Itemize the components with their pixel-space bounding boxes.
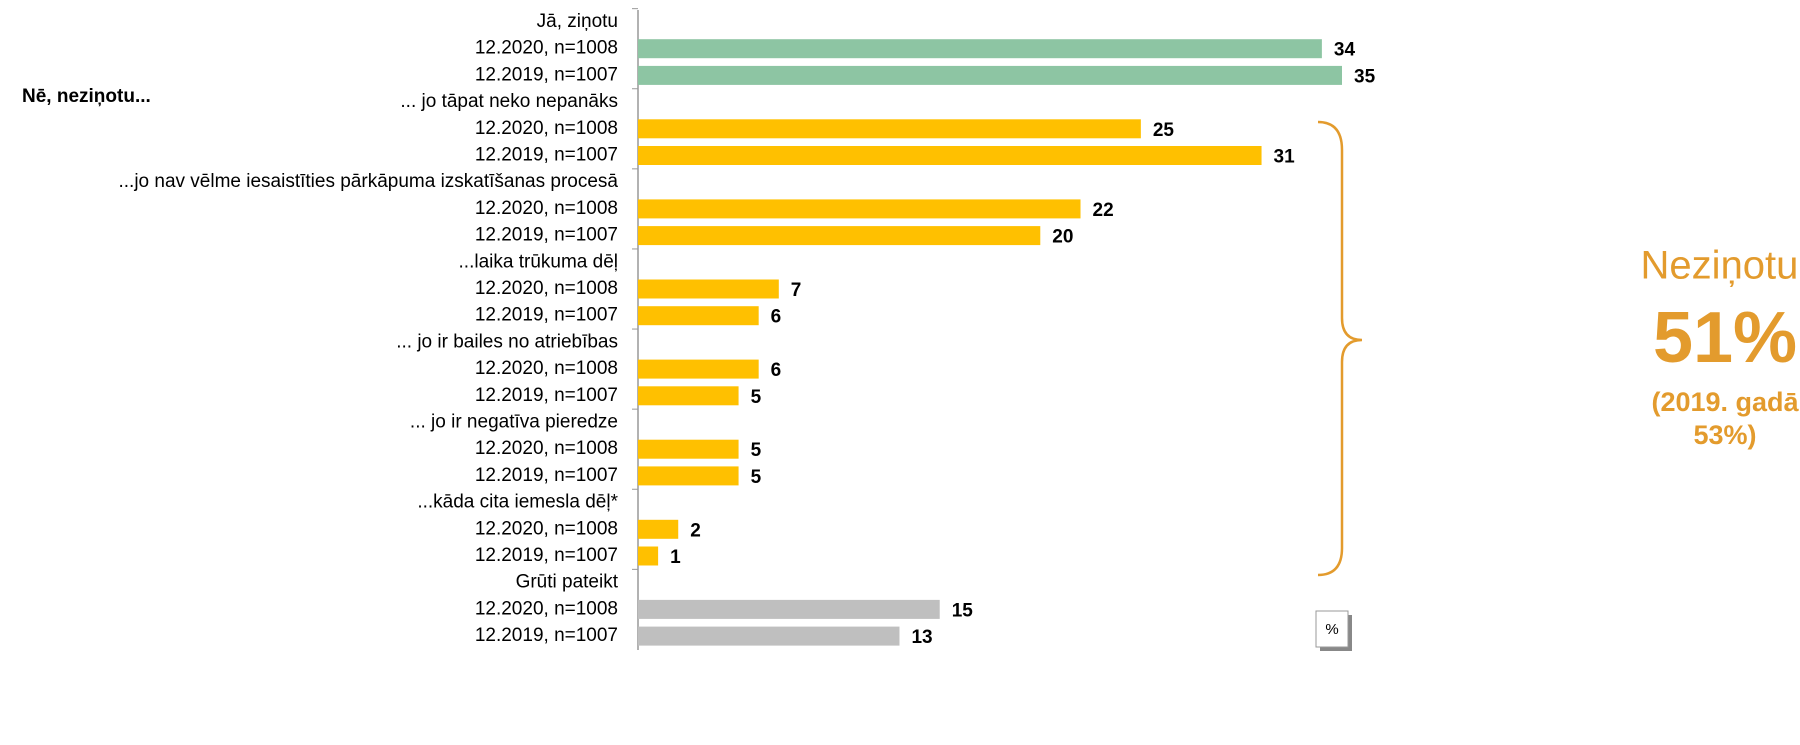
- unit-label: %: [1325, 621, 1338, 638]
- series-label: 12.2019, n=1007: [475, 225, 618, 246]
- series-label: 12.2019, n=1007: [475, 625, 618, 646]
- bar: [638, 359, 759, 379]
- annotation: Neziņotu:: [1641, 244, 1800, 288]
- bar: [638, 466, 739, 486]
- bar: [638, 119, 1141, 139]
- bar: [638, 39, 1322, 59]
- value-label: 6: [771, 307, 782, 328]
- value-label: 15: [952, 600, 974, 621]
- series-label: 12.2020, n=1008: [475, 118, 618, 139]
- category-label: Grūti pateikt: [516, 572, 619, 593]
- value-label: 5: [751, 440, 762, 461]
- bar: [638, 546, 659, 566]
- bar: [638, 519, 679, 539]
- bar: [638, 65, 1342, 85]
- value-label: 20: [1052, 227, 1073, 248]
- annotation: 53%): [1693, 420, 1756, 450]
- bar: [638, 306, 759, 326]
- series-label: 12.2020, n=1008: [475, 38, 618, 59]
- series-label: 12.2019, n=1007: [475, 64, 618, 85]
- series-label: 12.2019, n=1007: [475, 385, 618, 406]
- series-label: 12.2020, n=1008: [475, 598, 618, 619]
- series-label: 12.2019, n=1007: [475, 145, 618, 166]
- value-label: 5: [751, 467, 762, 488]
- category-label: Jā, ziņotu: [537, 11, 618, 32]
- series-label: 12.2019, n=1007: [475, 465, 618, 486]
- value-label: 6: [771, 360, 782, 381]
- value-label: 1: [670, 547, 681, 568]
- value-label: 34: [1334, 40, 1356, 61]
- category-label: ...laika trūkuma dēļ: [459, 251, 618, 272]
- value-label: 35: [1354, 66, 1376, 87]
- annotation: 51%: [1653, 298, 1797, 378]
- bar: [638, 199, 1081, 219]
- bar: [638, 439, 739, 459]
- value-label: 25: [1153, 120, 1175, 141]
- bar: [638, 626, 900, 646]
- value-label: 5: [751, 387, 762, 408]
- series-label: 12.2020, n=1008: [475, 518, 618, 539]
- bar: [638, 146, 1262, 165]
- value-label: 22: [1093, 200, 1114, 221]
- unit-box: [1315, 610, 1349, 648]
- series-label: 12.2019, n=1007: [475, 305, 618, 326]
- annotation: (2019. gadā: [1651, 387, 1799, 417]
- bar: [638, 226, 1041, 246]
- series-label: 12.2020, n=1008: [475, 438, 618, 459]
- value-label: 2: [690, 520, 701, 541]
- bar: [638, 279, 779, 299]
- value-label: 7: [791, 280, 802, 301]
- series-label: 12.2020, n=1008: [475, 198, 618, 219]
- value-label: 31: [1274, 147, 1296, 168]
- category-label: ...kāda cita iemesla dēļ*: [417, 492, 618, 513]
- bar: [638, 599, 940, 619]
- series-label: 12.2020, n=1008: [475, 358, 618, 379]
- bar: [638, 386, 739, 406]
- category-label: ... jo tāpat neko nepanāks: [400, 91, 618, 112]
- category-label: ... jo ir bailes no atriebības: [396, 331, 618, 352]
- series-label: 12.2020, n=1008: [475, 278, 618, 299]
- series-label: 12.2019, n=1007: [475, 545, 618, 566]
- bracket: [1317, 120, 1363, 577]
- category-label: ... jo ir negatīva pieredze: [410, 412, 618, 433]
- value-label: 13: [911, 627, 932, 648]
- category-label: ...jo nav vēlme iesaistīties pārkāpuma i…: [118, 171, 618, 192]
- group-label: Nē, neziņotu...: [22, 86, 151, 107]
